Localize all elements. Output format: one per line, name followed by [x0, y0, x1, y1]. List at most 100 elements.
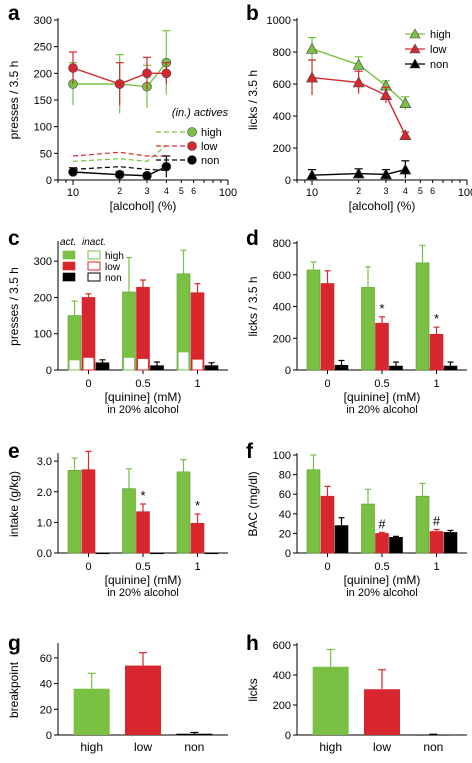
data-point-low [399, 129, 412, 140]
legend-swatch-active [62, 261, 76, 271]
legend-marker [187, 127, 197, 137]
inactive-bar-high [123, 356, 135, 371]
y-tick-label: 600 [273, 270, 291, 282]
series-line-non [311, 168, 406, 176]
legend-swatch-inactive [87, 272, 101, 282]
x-tick-label: 0 [85, 378, 91, 390]
panel-a: a 0 50 100 150 200 250 300 presses / 3.5 h 10 2 3 4 5… [7, 2, 237, 213]
x-tick-label: 1 [194, 378, 200, 390]
x-tick-label: non [184, 740, 204, 754]
y-tick-label: 200 [273, 700, 291, 712]
bar-non [204, 552, 219, 555]
x-tick-label: high [319, 740, 342, 754]
x-tick-label: 100 [458, 187, 472, 199]
y-tick-label: 400 [273, 111, 291, 123]
x-tick-label: 0.5 [135, 561, 150, 573]
legend-label: non [201, 155, 219, 167]
subcaption: in 20% alcohol [107, 587, 179, 599]
y-tick-label: 1.0 [37, 517, 52, 529]
legend-inactive-header: inact. [82, 237, 106, 248]
y-tick-label: 250 [34, 42, 52, 54]
data-point-low [68, 63, 78, 73]
data-point-non [114, 169, 125, 180]
y-tick-label: 3.0 [37, 456, 52, 468]
panel-label: a [8, 2, 20, 25]
bar-low [375, 533, 389, 554]
x-tick-label: 4 [164, 186, 169, 196]
legend-swatch-active [62, 272, 76, 282]
data-point-non [161, 161, 172, 172]
panel-label: f [246, 440, 254, 463]
legend-label: low [201, 141, 218, 153]
bar-non [150, 365, 164, 371]
legend-label: non [430, 59, 448, 71]
panel-label: g [8, 632, 21, 655]
y-axis-label: presses / 3.5 h [7, 61, 21, 140]
y-tick-label: 1000 [267, 15, 291, 27]
panel-c: c 0 100 200 300 presses / 3.5 h 0 0.5 1 [quinine]… [7, 227, 228, 416]
y-tick-label: 50 [40, 148, 52, 160]
x-tick-label: 0 [324, 561, 330, 573]
x-tick-label: 5 [418, 186, 423, 196]
inactive-bar-high [177, 351, 190, 371]
bar-non [204, 365, 219, 371]
legend-marker [409, 28, 421, 39]
significance-marker: # [433, 513, 441, 528]
panel-h: h 0 200 400 600 licks high low non [246, 632, 467, 754]
x-tick-label: 1 [433, 561, 439, 573]
significance-marker: # [378, 516, 386, 531]
legend-swatch-inactive [87, 261, 101, 271]
y-tick-label: 40 [279, 509, 291, 521]
significance-marker: * [140, 488, 145, 503]
data-point-non [68, 167, 78, 177]
y-tick-label: 0 [46, 730, 52, 742]
bar-low [320, 495, 335, 554]
x-tick-label: 4 [403, 186, 408, 196]
y-axis-label: breakpoint [7, 661, 21, 718]
y-tick-label: 300 [34, 15, 52, 27]
panel-label: b [246, 2, 259, 25]
panel-d: d 0 200 400 600 800 licks / 3.5 h 0 0.5 * 1 * [quini… [246, 227, 467, 416]
panel-g: g 0 20 40 60 breakpoint high low non [7, 632, 228, 754]
bar-low [81, 469, 96, 554]
legend-label: low [105, 262, 121, 273]
x-axis-label: [quinine] (mM) [344, 390, 421, 404]
significance-marker: * [434, 311, 439, 326]
x-tick-label: high [80, 740, 103, 754]
x-tick-label: low [373, 740, 391, 754]
x-axis-label: [quinine] (mM) [105, 390, 182, 404]
panel-label: h [246, 632, 259, 655]
x-axis-label: [alcohol] (%) [349, 199, 416, 213]
bar-non [334, 364, 349, 371]
bar-low [429, 333, 444, 371]
bar-non [334, 525, 349, 554]
bar-low [375, 322, 389, 371]
subcaption: in 20% alcohol [107, 404, 179, 416]
subcaption: in 20% alcohol [346, 404, 418, 416]
y-tick-label: 40 [40, 679, 52, 691]
y-tick-label: 600 [273, 79, 291, 91]
inactive-bar-low [137, 357, 149, 371]
y-axis-label: licks / 3.5 h [246, 276, 260, 336]
y-tick-label: 400 [273, 670, 291, 682]
y-tick-label: 20 [40, 704, 52, 716]
legend-label: non [105, 273, 122, 284]
y-tick-label: 0 [285, 365, 291, 377]
x-tick-label: 0.5 [135, 378, 150, 390]
bar-low [364, 689, 400, 735]
y-tick-label: 60 [279, 489, 291, 501]
x-tick-label: non [423, 740, 443, 754]
bar-high [67, 470, 82, 554]
x-tick-label: 6 [430, 186, 435, 196]
bar-non [415, 734, 452, 736]
x-tick-label: 0 [85, 561, 91, 573]
data-point-non [352, 167, 365, 179]
y-tick-label: 0 [285, 730, 291, 742]
x-tick-label: 1 [194, 561, 200, 573]
legend-label: high [105, 251, 124, 262]
y-tick-label: 100 [34, 329, 52, 341]
data-point-non [399, 163, 412, 175]
inactive-line-high [72, 144, 167, 162]
x-tick-label: 10 [67, 187, 79, 199]
